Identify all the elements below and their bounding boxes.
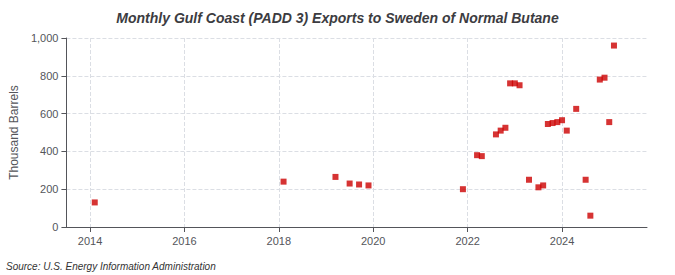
svg-text:2022: 2022 xyxy=(455,235,479,247)
svg-text:200: 200 xyxy=(40,183,58,195)
svg-text:Source: U.S. Energy Informatio: Source: U.S. Energy Information Administ… xyxy=(6,261,216,272)
svg-text:2024: 2024 xyxy=(550,235,574,247)
svg-text:0: 0 xyxy=(52,221,58,233)
svg-text:800: 800 xyxy=(40,70,58,82)
svg-text:2014: 2014 xyxy=(78,235,102,247)
svg-text:600: 600 xyxy=(40,108,58,120)
svg-text:2020: 2020 xyxy=(361,235,385,247)
svg-text:Thousand Barrels: Thousand Barrels xyxy=(7,85,21,180)
svg-text:2016: 2016 xyxy=(172,235,196,247)
svg-text:2018: 2018 xyxy=(267,235,291,247)
svg-text:1,000: 1,000 xyxy=(31,32,59,44)
svg-text:Monthly Gulf Coast (PADD 3) Ex: Monthly Gulf Coast (PADD 3) Exports to S… xyxy=(116,10,559,26)
svg-text:400: 400 xyxy=(40,145,58,157)
